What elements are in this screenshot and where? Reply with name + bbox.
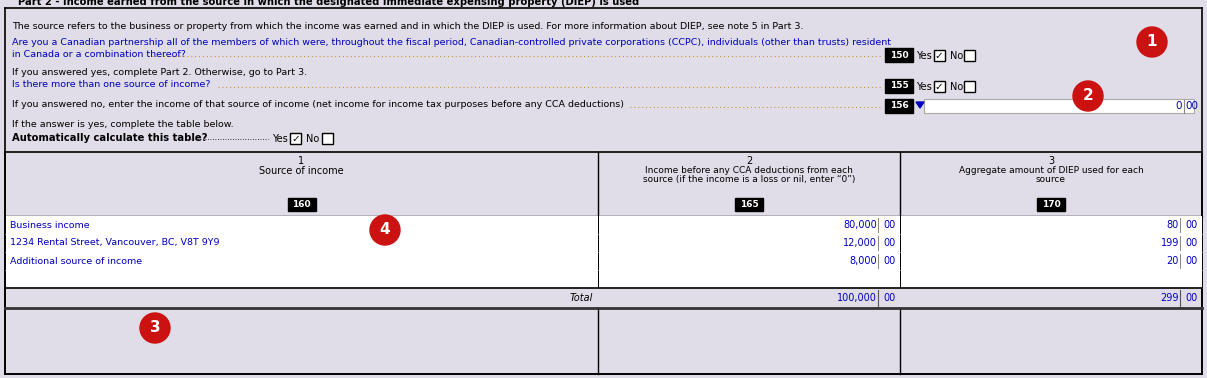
Text: ✓: ✓ [934,82,944,92]
Text: Aggregate amount of DIEP used for each: Aggregate amount of DIEP used for each [958,166,1143,175]
Bar [900,252,1202,270]
Text: 299: 299 [1160,293,1179,303]
Text: 2: 2 [746,156,752,166]
Bar [6,234,597,252]
Text: 80: 80 [1167,220,1179,230]
Text: If you answered yes, complete Part 2. Otherwise, go to Part 3.: If you answered yes, complete Part 2. Ot… [12,68,307,77]
Text: No: No [950,82,963,92]
Text: ✓: ✓ [292,134,301,144]
Text: 3: 3 [1048,156,1054,166]
Text: 155: 155 [890,82,909,90]
Text: No: No [307,134,319,144]
Text: 00: 00 [884,293,896,303]
Text: Yes: Yes [916,51,932,61]
Bar [6,270,597,288]
Text: 8,000: 8,000 [850,256,877,266]
Text: The source refers to the business or property from which the income was earned a: The source refers to the business or pro… [12,22,804,31]
Circle shape [1137,27,1167,57]
Text: Income before any CCA deductions from each: Income before any CCA deductions from ea… [645,166,853,175]
Text: No: No [950,51,963,61]
Text: Additional source of income: Additional source of income [10,257,142,265]
Text: 3: 3 [150,321,161,336]
Text: 199: 199 [1161,238,1179,248]
Text: Yes: Yes [272,134,287,144]
Text: 00: 00 [1185,293,1199,303]
Text: 1: 1 [298,156,304,166]
Text: Yes: Yes [916,82,932,92]
Text: Business income: Business income [10,220,89,229]
Text: Is there more than one source of income?: Is there more than one source of income? [12,80,210,89]
Text: Are you a Canadian partnership all of the members of which were, throughout the : Are you a Canadian partnership all of th… [12,38,891,47]
Bar [885,99,912,113]
Bar [934,81,945,92]
Bar [6,288,1201,308]
Circle shape [140,313,170,343]
Text: If you answered no, enter the income of that source of income (net income for in: If you answered no, enter the income of … [12,100,624,109]
Bar [322,133,333,144]
Text: 00: 00 [1185,220,1199,230]
Bar [599,270,900,288]
Text: 160: 160 [292,200,311,209]
Text: 2: 2 [1083,88,1094,104]
Text: source (if the income is a loss or nil, enter “0”): source (if the income is a loss or nil, … [643,175,856,184]
Bar [287,198,315,211]
Bar [964,50,975,61]
Text: Part 2 - Income earned from the source in which the designated immediate expensi: Part 2 - Income earned from the source i… [18,0,640,7]
Text: 00: 00 [1185,256,1199,266]
Bar [964,81,975,92]
Bar [934,50,945,61]
Bar [735,198,763,211]
Text: 1234 Rental Street, Vancouver, BC, V8T 9Y9: 1234 Rental Street, Vancouver, BC, V8T 9… [10,239,220,248]
Text: 4: 4 [380,223,390,237]
Text: 150: 150 [890,51,909,59]
Circle shape [1073,81,1103,111]
Text: 00: 00 [1185,238,1199,248]
Bar [599,234,900,252]
Text: ✓: ✓ [934,51,944,61]
Text: 12,000: 12,000 [844,238,877,248]
Bar [5,152,1202,374]
Text: 156: 156 [890,102,909,110]
Text: 00: 00 [884,238,896,248]
Bar [290,133,301,144]
Text: If the answer is yes, complete the table below.: If the answer is yes, complete the table… [12,120,234,129]
Text: source: source [1036,175,1066,184]
Polygon shape [916,102,925,108]
Text: 20: 20 [1167,256,1179,266]
Bar [900,234,1202,252]
Bar [885,48,912,62]
Text: 100,000: 100,000 [838,293,877,303]
Bar [885,79,912,93]
Bar [925,99,1194,113]
Text: 80,000: 80,000 [844,220,877,230]
Text: Automatically calculate this table?: Automatically calculate this table? [12,133,208,143]
Text: in Canada or a combination thereof?: in Canada or a combination thereof? [12,50,192,59]
Bar [6,252,597,270]
Text: 165: 165 [740,200,758,209]
Bar [900,270,1202,288]
Text: 170: 170 [1042,200,1061,209]
Bar [900,216,1202,234]
Circle shape [371,215,400,245]
Bar [1037,198,1065,211]
Bar [599,216,900,234]
Text: Source of income: Source of income [260,166,344,176]
Text: 1: 1 [1147,34,1158,50]
Bar [6,216,597,234]
Text: 0: 0 [1176,101,1182,111]
Bar [599,252,900,270]
Text: 00: 00 [1185,101,1199,111]
Text: 00: 00 [884,256,896,266]
Text: Total: Total [570,293,593,303]
Text: 00: 00 [884,220,896,230]
